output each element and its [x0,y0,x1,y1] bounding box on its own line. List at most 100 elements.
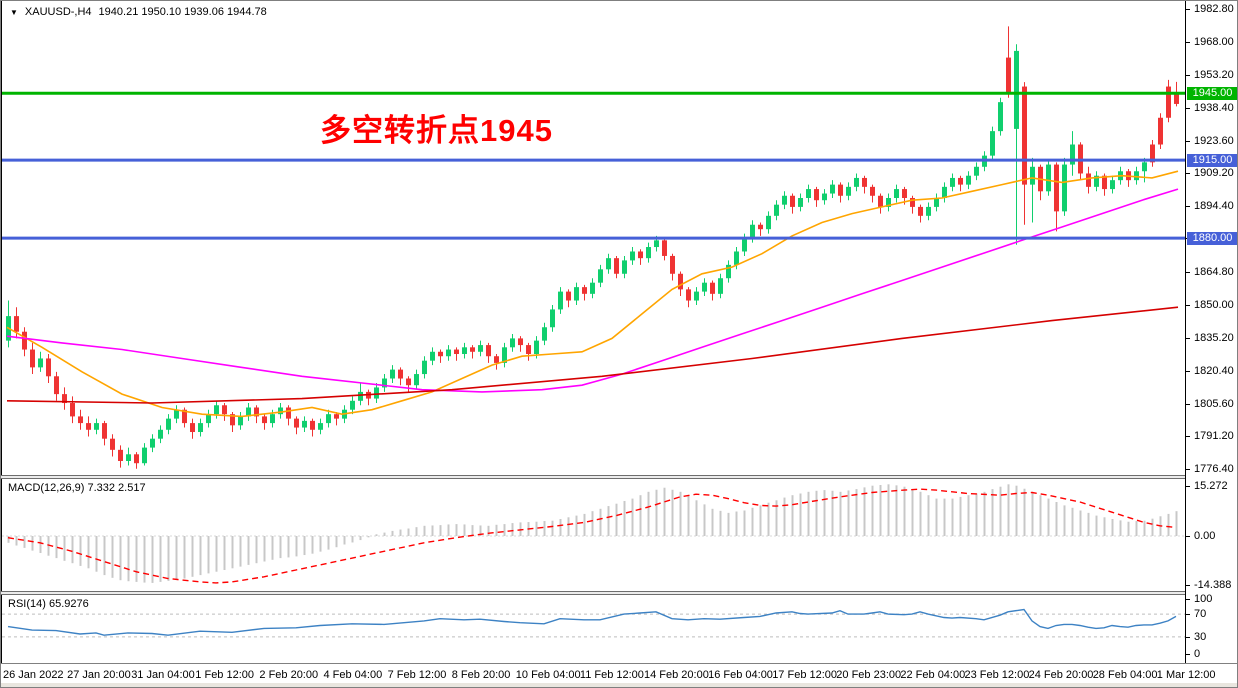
axis-tick [1186,403,1190,405]
ma-slow-darkred [6,306,1179,404]
time-label: 27 Jan 20:00 [67,669,131,681]
candle-body [1054,164,1059,212]
candle-body [1014,50,1019,129]
candle-body [654,240,659,248]
candle-body [702,282,707,292]
annotation-text: 多空转折点1945 [320,113,553,148]
candle-body [142,447,147,464]
candle-body [1030,166,1035,185]
price-tick-label: 1850.00 [1194,298,1234,311]
axis-tick [1186,304,1190,306]
candle-body [462,347,467,355]
candle-body [830,184,835,194]
candle-body [286,407,291,419]
ma-medium-magenta [6,188,1179,393]
time-label: 20 Feb 23:00 [836,669,902,681]
candle-body [382,378,387,388]
candle-body [662,240,667,256]
candle-body [502,347,507,363]
axis-tick [1186,271,1190,273]
candle-body [350,400,355,410]
candle-body [766,215,771,230]
main-chart-pane[interactable]: ▼ XAUUSD-,H4 1940.21 1950.10 1939.06 194… [1,1,1186,475]
candle-body [278,407,283,415]
time-label: 1 Mar 12:00 [1156,669,1216,681]
axis-tick [1186,206,1190,208]
candle-body [870,186,875,196]
candle-body [206,414,211,424]
candle-body [806,189,811,198]
candle-body [454,349,459,355]
candle-body [398,369,403,379]
candle-body [566,291,571,301]
axis-tick [1186,107,1190,109]
macd-pane[interactable]: MACD(12,26,9) 7.332 2.517 [1,479,1186,591]
candle-body [1006,57,1011,94]
price-tick-label: 1864.80 [1194,265,1234,278]
price-line-badge: 1880.00 [1187,231,1237,245]
axis-tick [1186,584,1190,586]
macd-tick-label: 15.272 [1194,480,1228,492]
candle-body [878,195,883,207]
time-label: 17 Feb 12:00 [772,669,838,681]
macd-tick-label: -14.388 [1194,578,1232,591]
candle-body [110,438,115,450]
axis-tick [1186,9,1190,10]
price-axis[interactable]: 1982.80 1968.00 1953.20 1938.40 1923.60 1909.… [1185,1,1237,663]
candle-body [886,197,891,207]
candle-body [30,349,35,368]
candle-body [246,407,251,417]
candle-body [934,197,939,207]
price-tick-label: 1953.20 [1194,68,1234,81]
candle-body [670,255,675,274]
candle-body [230,414,235,426]
price-line-badge: 1945.00 [1187,86,1237,100]
rsi-tick-label: 70 [1194,608,1207,621]
time-axis[interactable]: 26 Jan 2022 27 Jan 20:00 31 Jan 04:00 1 Feb… [1,663,1237,684]
axis-tick [1186,469,1190,470]
ma-fast-orange [6,170,1179,418]
pane-divider[interactable] [1,475,1185,479]
price-tick-label: 1982.80 [1194,3,1234,15]
candle-body [1070,144,1075,165]
candle-body [582,287,587,294]
axis-tick [1186,486,1190,487]
dropdown-icon[interactable]: ▼ [10,7,18,17]
price-tick-label: 1894.40 [1194,200,1234,213]
candle-body [358,391,363,401]
candle-body [414,374,419,386]
candle-body [1110,180,1115,190]
candle-body [894,189,899,198]
pane-divider-2[interactable] [1,591,1185,595]
symbol-info-bar: ▼ XAUUSD-,H4 1940.21 1950.10 1939.06 194… [10,6,267,18]
axis-tick [1186,41,1190,43]
axis-tick [1186,436,1190,438]
candle-body [782,195,787,205]
time-label: 8 Feb 20:00 [451,669,511,681]
candle-body [1134,171,1139,181]
price-tick-label: 1835.20 [1194,331,1234,344]
candle-body [46,358,51,377]
candle-body [238,416,243,426]
candle-body [78,416,83,424]
macd-tick-label: 0.00 [1194,530,1216,542]
candle-body [998,102,1003,132]
candle-body [558,291,563,310]
candle-body [94,423,99,430]
time-label: 22 Feb 04:00 [900,669,966,681]
candle-body [814,189,819,201]
candle-body [254,407,259,417]
rsi-pane[interactable]: RSI(14) 65.9276 [1,595,1186,663]
candle-body [182,409,187,424]
price-tick-label: 1776.40 [1194,463,1234,475]
candle-body [318,423,323,430]
candle-body [574,287,579,301]
candle-body [174,409,179,419]
price-tick-label: 1805.60 [1194,397,1234,410]
candle-body [430,351,435,361]
candle-body [686,289,691,301]
price-tick-label: 1791.20 [1194,430,1234,443]
candle-body [510,338,515,348]
time-label: 1 Feb 12:00 [195,669,255,681]
price-tick-label: 1968.00 [1194,35,1234,48]
